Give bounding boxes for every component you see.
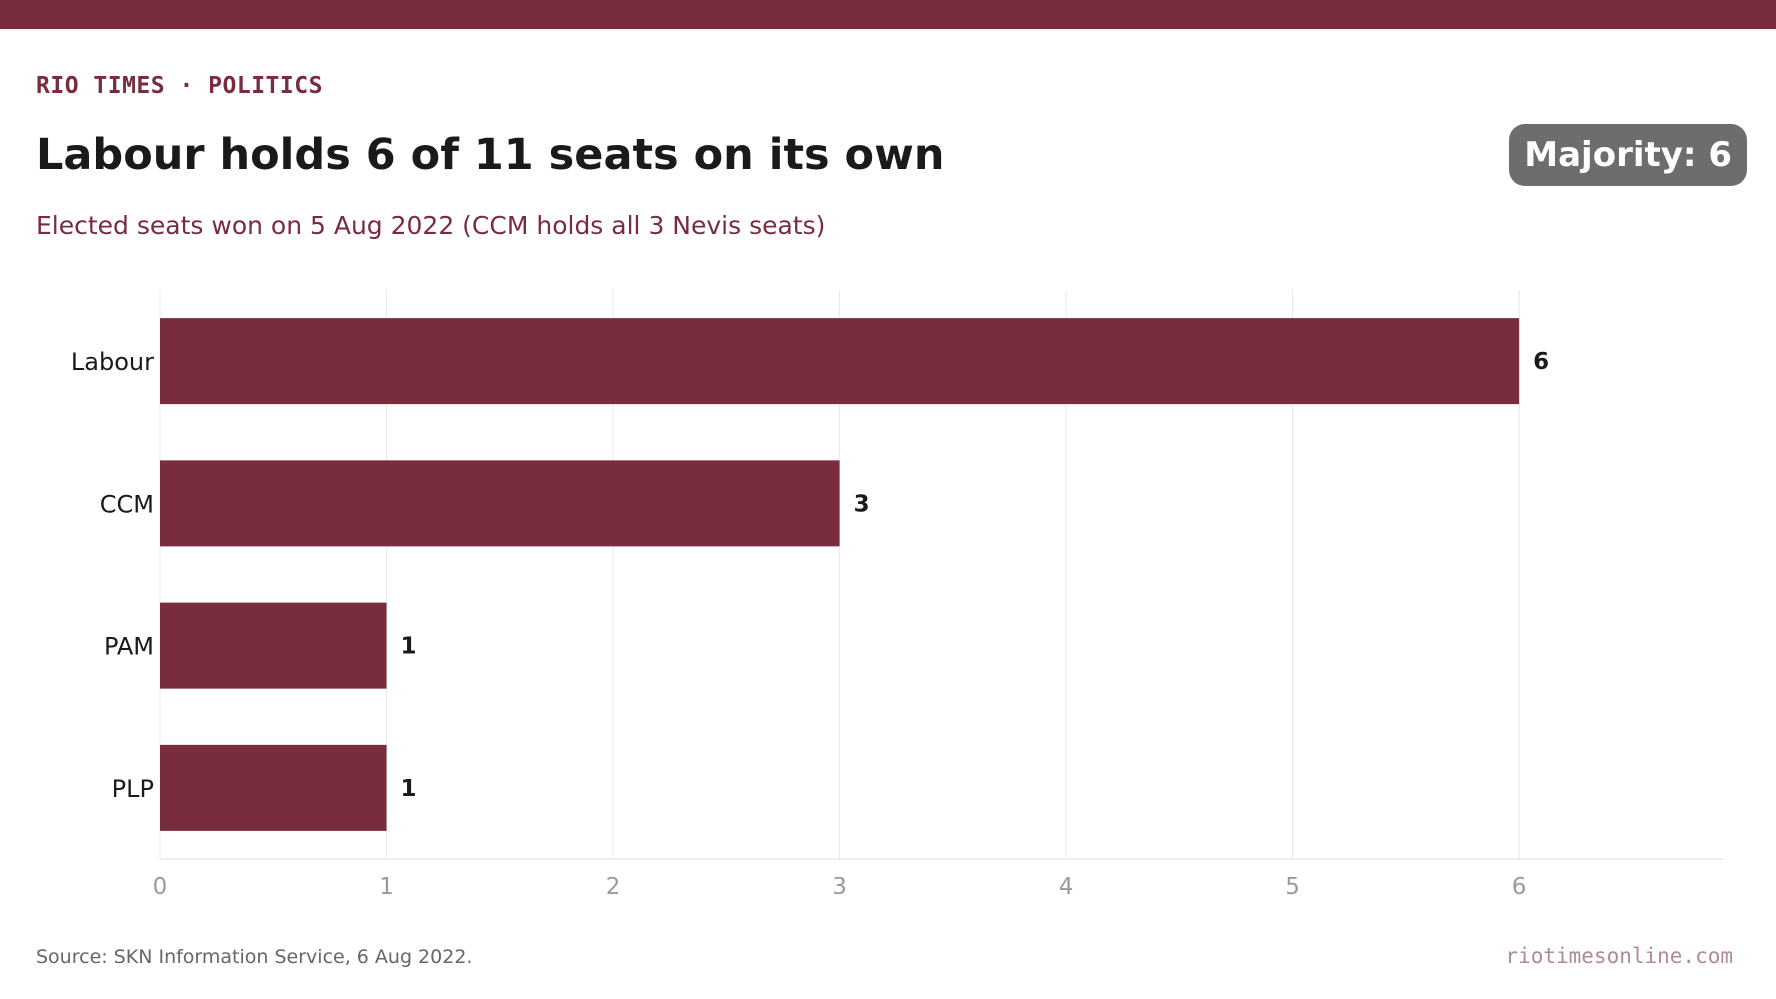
seats-bar-chart: 0 1 2 3 4 5 6 Labour 6 CCM 3 PAM 1 PLP 1	[71, 290, 1723, 900]
source-note: Source: SKN Information Service, 6 Aug 2…	[36, 946, 473, 968]
bar-labour	[160, 318, 1520, 405]
majority-badge: Majority: 6	[1509, 124, 1747, 186]
chart-subtitle: Elected seats won on 5 Aug 2022 (CCM hol…	[36, 211, 826, 240]
category-label: PLP	[112, 775, 154, 803]
x-tick-label: 1	[379, 874, 394, 900]
value-label: 1	[401, 776, 417, 802]
site-url: riotimesonline.com	[1505, 944, 1733, 968]
top-accent-bar	[0, 0, 1776, 29]
bar-ccm	[160, 460, 840, 547]
category-label: PAM	[104, 633, 154, 661]
x-tick-label: 6	[1512, 874, 1527, 900]
x-tick-label: 3	[832, 874, 847, 900]
value-label: 1	[401, 634, 417, 660]
value-label: 6	[1533, 349, 1549, 375]
bar-pam	[160, 602, 387, 689]
x-tick-label: 2	[606, 874, 621, 900]
x-tick-label: 4	[1059, 874, 1074, 900]
value-label: 3	[854, 491, 870, 517]
x-tick-label: 5	[1285, 874, 1300, 900]
section-kicker: RIO TIMES · POLITICS	[36, 73, 323, 99]
x-tick-label: 0	[153, 874, 168, 900]
category-label: Labour	[71, 348, 154, 376]
category-label: CCM	[100, 490, 154, 518]
chart-title: Labour holds 6 of 11 seats on its own	[36, 130, 945, 180]
bar-plp	[160, 744, 387, 831]
